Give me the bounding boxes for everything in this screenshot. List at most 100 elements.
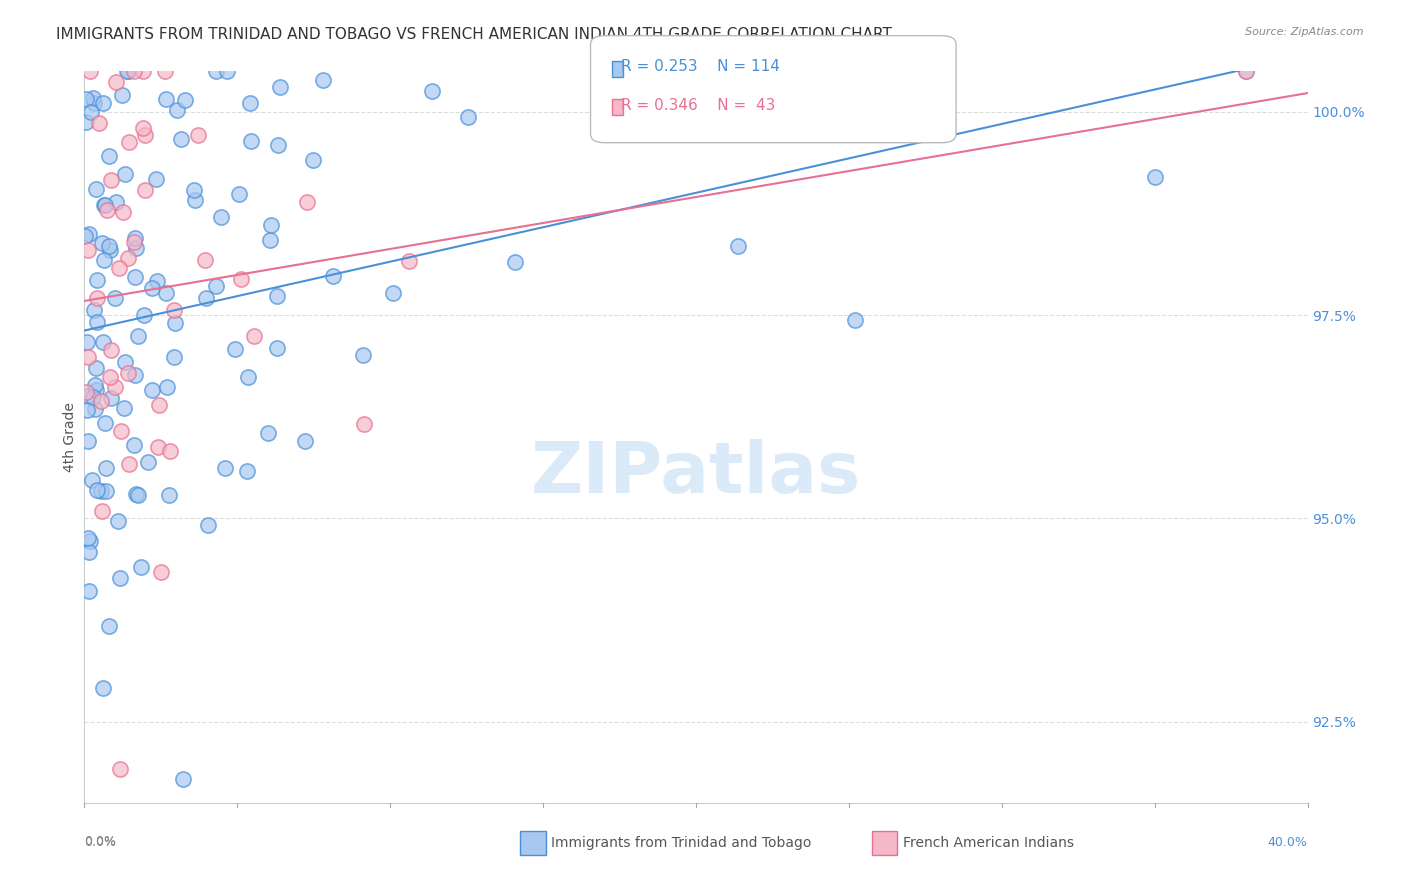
Point <box>266 288 288 302</box>
Point <box>141 281 163 295</box>
Point <box>110 571 132 585</box>
Point <box>91 681 114 696</box>
Text: IMMIGRANTS FROM TRINIDAD AND TOBAGO VS FRENCH AMERICAN INDIAN 4TH GRADE CORRELAT: IMMIGRANTS FROM TRINIDAD AND TOBAGO VS F… <box>56 27 893 42</box>
Point <box>90 235 112 250</box>
Point <box>75 115 97 129</box>
Point <box>86 315 108 329</box>
Point <box>194 252 217 267</box>
Point <box>134 184 156 198</box>
Point <box>141 384 163 398</box>
Point <box>114 167 136 181</box>
Point <box>205 64 228 78</box>
Point <box>104 292 127 306</box>
Point <box>228 186 250 201</box>
Point <box>75 92 97 106</box>
Text: French American Indians: French American Indians <box>903 836 1074 850</box>
Point <box>124 64 146 78</box>
Point <box>205 279 228 293</box>
Point <box>155 64 177 78</box>
Point <box>112 401 135 416</box>
Point <box>93 252 115 267</box>
Point <box>76 389 98 403</box>
Point <box>170 132 193 146</box>
Point <box>77 584 100 599</box>
Text: 40.0%: 40.0% <box>1268 837 1308 849</box>
Point <box>1143 169 1166 184</box>
Point <box>267 137 290 152</box>
Point <box>77 351 100 365</box>
Point <box>77 244 100 258</box>
Point <box>132 64 155 78</box>
Point <box>100 173 122 187</box>
Point <box>100 391 122 405</box>
Point <box>266 341 288 355</box>
Point <box>97 148 120 162</box>
Point <box>83 378 105 392</box>
Point <box>163 303 186 318</box>
Point <box>93 334 115 349</box>
Point <box>90 393 112 408</box>
Point <box>239 96 262 111</box>
Point <box>122 235 145 250</box>
Point <box>105 194 128 209</box>
Point <box>117 64 139 78</box>
Point <box>82 390 104 404</box>
Point <box>94 417 117 431</box>
Point <box>108 260 131 275</box>
Point <box>134 309 156 323</box>
Point <box>86 483 108 497</box>
Point <box>209 211 232 225</box>
Point <box>236 464 259 478</box>
Point <box>118 458 141 472</box>
Point <box>302 153 325 168</box>
Point <box>297 195 319 210</box>
Point <box>131 121 153 136</box>
Point <box>73 229 96 244</box>
Point <box>1236 64 1258 78</box>
Point <box>96 203 118 218</box>
Point <box>84 182 107 196</box>
Point <box>214 460 236 475</box>
Point <box>86 360 108 375</box>
Point <box>80 105 103 120</box>
Point <box>107 514 129 528</box>
Text: 0.0%: 0.0% <box>84 835 117 848</box>
Point <box>148 440 170 454</box>
Point <box>229 272 252 286</box>
Point <box>129 559 152 574</box>
Point <box>125 241 148 255</box>
Point <box>94 198 117 212</box>
Point <box>105 75 128 89</box>
Point <box>173 93 195 107</box>
Point <box>224 342 246 356</box>
Point <box>90 504 112 518</box>
Point <box>145 172 167 186</box>
Point <box>90 484 112 499</box>
Point <box>79 227 101 242</box>
Point <box>84 384 107 398</box>
Point <box>155 92 177 106</box>
Text: ZIPatlas: ZIPatlas <box>531 439 860 508</box>
Point <box>83 303 105 318</box>
Point <box>83 96 105 111</box>
Point <box>127 329 149 343</box>
Point <box>1236 64 1258 78</box>
Point <box>118 135 141 149</box>
Point <box>86 273 108 287</box>
Point <box>155 286 177 301</box>
Point <box>162 351 184 365</box>
Y-axis label: 4th Grade: 4th Grade <box>63 402 77 472</box>
Point <box>134 128 156 143</box>
Point <box>727 239 749 253</box>
Point <box>195 291 218 305</box>
Point <box>420 84 443 98</box>
Point <box>75 384 97 399</box>
Point <box>100 343 122 357</box>
Point <box>111 205 134 219</box>
Point <box>97 239 120 253</box>
Point <box>197 518 219 533</box>
Point <box>98 619 121 633</box>
Point <box>159 443 181 458</box>
Point <box>242 329 264 343</box>
Text: Source: ZipAtlas.com: Source: ZipAtlas.com <box>1246 27 1364 37</box>
